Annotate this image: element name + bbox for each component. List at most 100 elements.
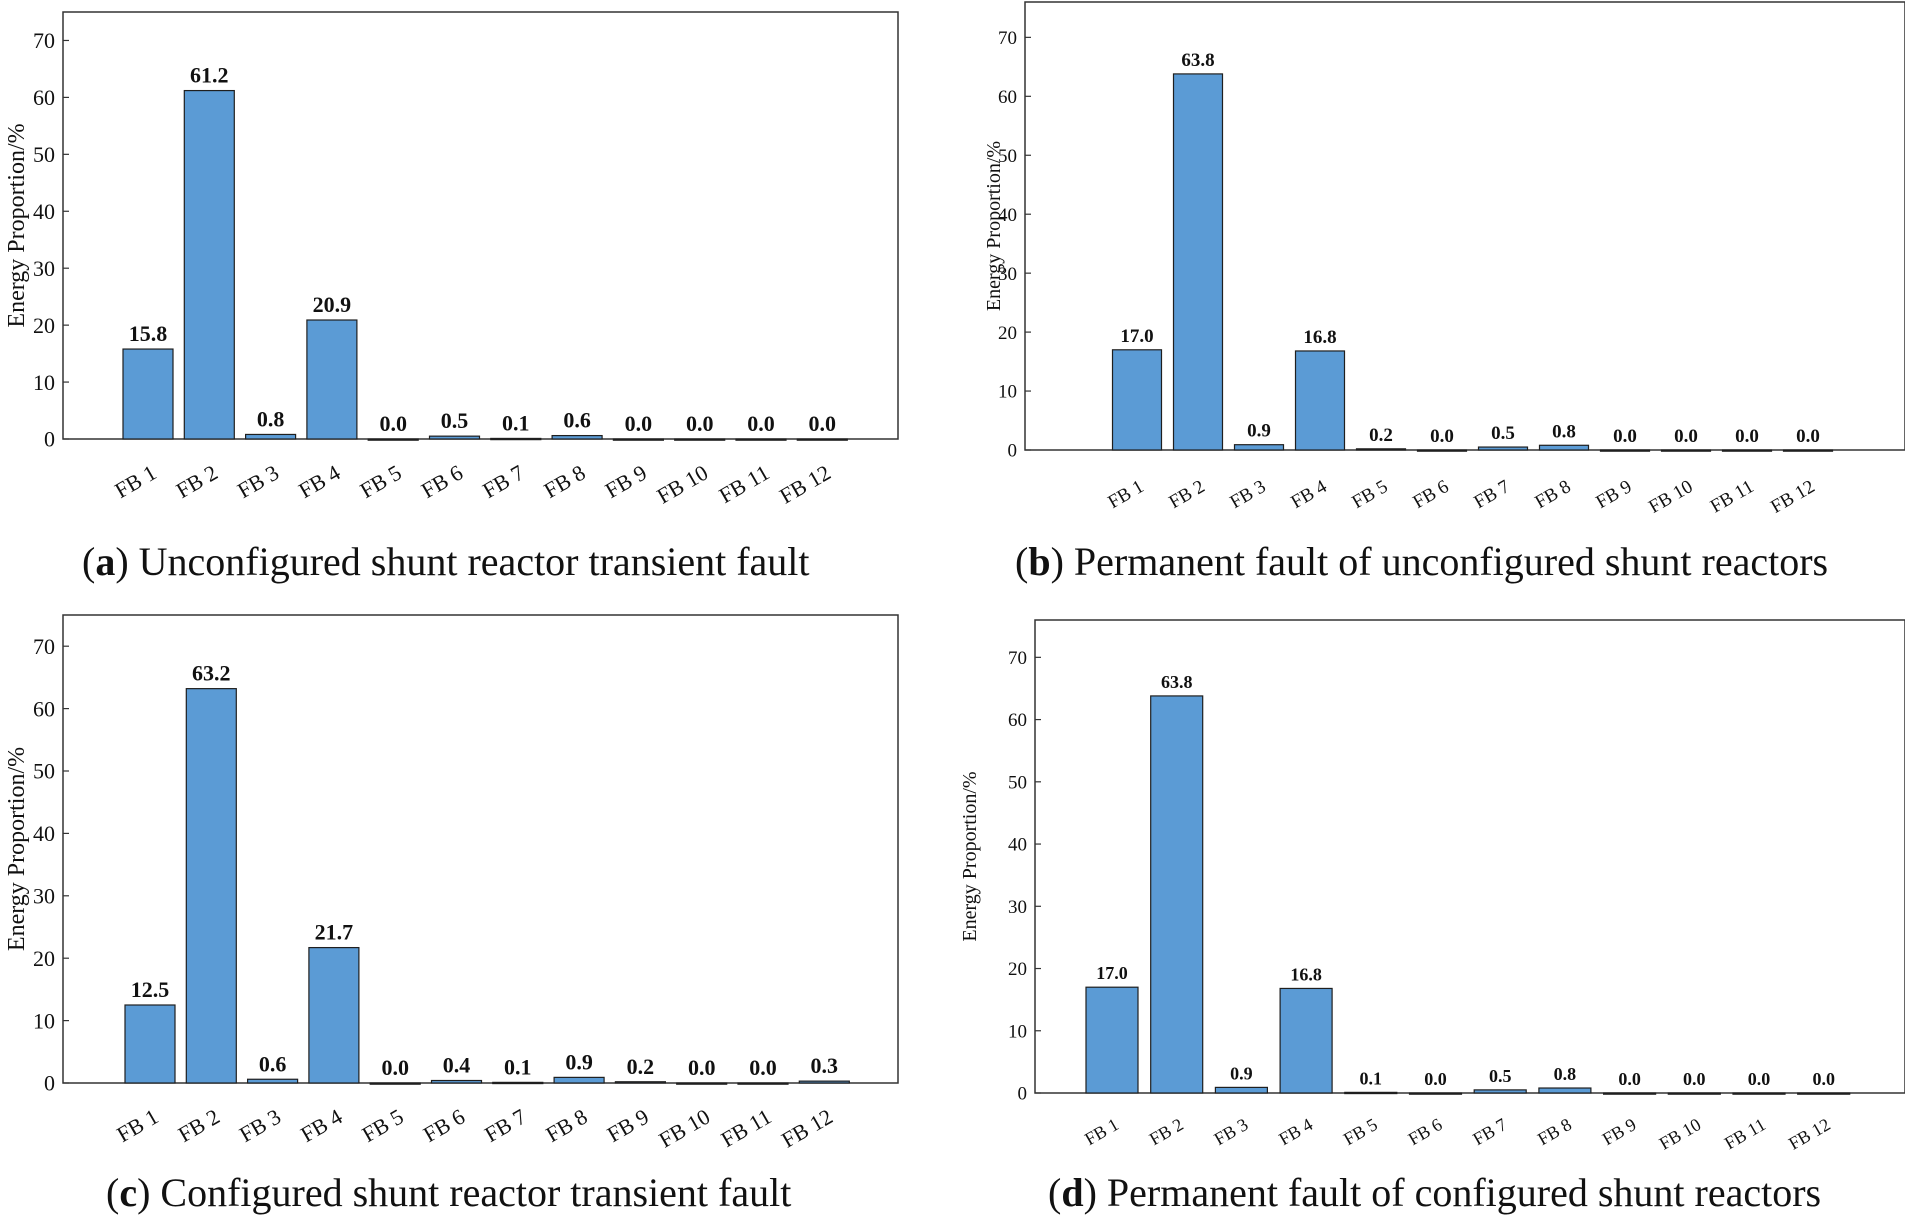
bar-c bbox=[492, 1081, 544, 1085]
x-tick-label-b: FB 12 bbox=[1767, 476, 1818, 518]
data-label-c: 0.1 bbox=[504, 1054, 532, 1079]
data-label-d: 17.0 bbox=[1096, 963, 1128, 983]
data-label-c: 12.5 bbox=[131, 977, 170, 1002]
y-tick-label-c: 20 bbox=[33, 946, 55, 971]
plot-frame-d bbox=[1034, 619, 1905, 1094]
data-label-a: 0.8 bbox=[257, 406, 285, 431]
y-tick-label-a: 30 bbox=[33, 256, 55, 281]
y-tick-label-b: 30 bbox=[998, 264, 1017, 285]
x-tick-label-d: FB 12 bbox=[1785, 1114, 1834, 1154]
y-tick-label-d: 50 bbox=[1008, 772, 1027, 793]
y-tick-label-a: 70 bbox=[33, 28, 55, 53]
chart-panel-a: 0 10 20 30 40 50 60 70 Energy Proportion/% 15.8 FB… bbox=[4, 11, 899, 509]
chart-panel-b: 0 10 20 30 40 50 60 70 Energy Proportion/% 17.0 FB… bbox=[983, 1, 1905, 518]
x-tick-label-c: FB 11 bbox=[717, 1104, 776, 1152]
data-label-a: 0.0 bbox=[686, 411, 714, 436]
y-tick-label-c: 40 bbox=[33, 821, 55, 846]
bar-b bbox=[1355, 448, 1407, 451]
data-label-a: 0.1 bbox=[502, 410, 530, 435]
x-tick-label-c: FB 7 bbox=[480, 1104, 530, 1147]
x-tick-label-d: FB 6 bbox=[1405, 1114, 1446, 1149]
data-label-d: 0.0 bbox=[1424, 1069, 1447, 1089]
data-label-d: 0.5 bbox=[1489, 1066, 1512, 1086]
bar-d bbox=[1408, 1092, 1463, 1095]
bar-a bbox=[612, 438, 665, 441]
data-label-d: 0.0 bbox=[1812, 1069, 1835, 1089]
bar-d bbox=[1602, 1092, 1657, 1095]
bar-d bbox=[1344, 1091, 1398, 1095]
caption-text-a: Unconfigured shunt reactor transient fau… bbox=[138, 539, 810, 584]
bar-d bbox=[1279, 987, 1333, 1094]
data-label-b: 0.0 bbox=[1674, 426, 1698, 447]
y-tick-label-b: 20 bbox=[998, 323, 1017, 344]
bar-a bbox=[183, 89, 235, 440]
y-tick-label-a: 20 bbox=[33, 313, 55, 338]
y-tick-label-c: 60 bbox=[33, 696, 55, 721]
bar-b bbox=[1416, 449, 1468, 452]
x-tick-label-c: FB 2 bbox=[174, 1104, 224, 1147]
y-tick-label-b: 10 bbox=[998, 382, 1017, 403]
caption-a: (a) Unconfigured shunt reactor transient… bbox=[82, 539, 810, 584]
x-tick-label-b: FB 10 bbox=[1645, 476, 1696, 518]
data-label-a: 0.6 bbox=[563, 408, 591, 433]
y-tick-label-a: 0 bbox=[44, 427, 55, 452]
y-tick-label-c: 70 bbox=[33, 634, 55, 659]
x-tick-label-b: FB 11 bbox=[1707, 476, 1758, 517]
data-label-b: 0.0 bbox=[1613, 426, 1637, 447]
data-label-b: 0.0 bbox=[1735, 426, 1759, 447]
y-axis-label-b: Energy Proportion/% bbox=[983, 141, 1005, 311]
y-tick-label-c: 10 bbox=[33, 1008, 55, 1033]
data-label-b: 0.5 bbox=[1491, 423, 1515, 444]
y-tick-label-d: 20 bbox=[1008, 959, 1027, 980]
data-label-d: 0.8 bbox=[1554, 1064, 1577, 1084]
caption-c: (c) Configured shunt reactor transient f… bbox=[106, 1170, 792, 1215]
bar-c bbox=[737, 1082, 789, 1085]
x-tick-label-d: FB 11 bbox=[1721, 1114, 1769, 1153]
chart-panel-c: 0 10 20 30 40 50 60 70 Energy Proportion/% 12.5 FB… bbox=[4, 614, 899, 1153]
y-tick-label-d: 40 bbox=[1008, 835, 1027, 856]
caption-d: (d) Permanent fault of configured shunt … bbox=[1048, 1170, 1822, 1215]
data-label-a: 61.2 bbox=[190, 63, 229, 88]
bar-a bbox=[796, 438, 848, 441]
bar-b bbox=[1782, 449, 1834, 452]
bar-d bbox=[1732, 1092, 1786, 1095]
data-label-d: 63.8 bbox=[1161, 672, 1193, 692]
y-tick-label-c: 30 bbox=[33, 884, 55, 909]
y-tick-label-a: 60 bbox=[33, 85, 55, 110]
caption-text-b: Permanent fault of unconfigured shunt re… bbox=[1073, 539, 1829, 584]
x-tick-label-c: FB 6 bbox=[419, 1104, 469, 1147]
x-tick-label-a: FB 9 bbox=[601, 460, 651, 503]
data-label-c: 0.9 bbox=[565, 1049, 593, 1074]
y-axis-label-d: Energy Proportion/% bbox=[959, 771, 981, 941]
caption-text-d: Permanent fault of configured shunt reac… bbox=[1106, 1170, 1822, 1215]
data-label-a: 0.5 bbox=[441, 408, 469, 433]
x-tick-label-c: FB 9 bbox=[603, 1104, 653, 1147]
x-tick-label-c: FB 8 bbox=[541, 1104, 591, 1147]
x-tick-label-b: FB 5 bbox=[1349, 476, 1392, 513]
bar-b bbox=[1294, 350, 1346, 451]
bar-b bbox=[1111, 349, 1163, 451]
y-tick-label-a: 40 bbox=[33, 199, 55, 224]
data-label-c: 63.2 bbox=[192, 661, 231, 686]
x-tick-label-a: FB 4 bbox=[294, 460, 344, 503]
bar-c bbox=[185, 688, 237, 1084]
data-label-d: 0.9 bbox=[1230, 1063, 1253, 1083]
x-tick-label-d: FB 7 bbox=[1469, 1114, 1510, 1149]
bar-d bbox=[1667, 1092, 1721, 1095]
x-tick-label-b: FB 2 bbox=[1166, 476, 1209, 513]
data-label-b: 16.8 bbox=[1303, 327, 1336, 348]
x-tick-label-d: FB 10 bbox=[1656, 1114, 1705, 1154]
x-tick-label-d: FB 9 bbox=[1599, 1114, 1640, 1149]
bar-b bbox=[1538, 444, 1590, 451]
y-tick-label-b: 60 bbox=[998, 87, 1017, 108]
bar-c bbox=[553, 1076, 605, 1084]
plot-frame-a bbox=[62, 11, 899, 440]
caption-letter-a: a bbox=[95, 539, 116, 584]
data-label-c: 0.0 bbox=[749, 1055, 777, 1080]
y-tick-label-d: 0 bbox=[1018, 1084, 1028, 1105]
data-label-c: 0.3 bbox=[811, 1053, 839, 1078]
bar-c bbox=[676, 1082, 728, 1085]
bar-b bbox=[1660, 449, 1712, 452]
bar-b bbox=[1477, 446, 1529, 451]
